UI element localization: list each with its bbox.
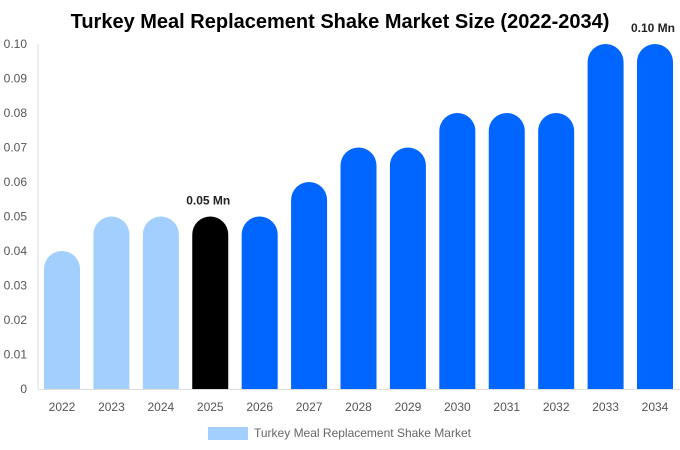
- x-tick-label: 2028: [345, 400, 372, 414]
- x-tick-label: 2022: [49, 400, 76, 414]
- x-tick-label: 2033: [592, 400, 619, 414]
- bar-2022: [44, 251, 80, 389]
- x-tick-label: 2024: [147, 400, 174, 414]
- bar-2024: [142, 216, 179, 389]
- legend-label: Turkey Meal Replacement Shake Market: [254, 426, 472, 440]
- bar-2029: [389, 147, 426, 389]
- bar-2031: [488, 113, 525, 389]
- x-tick-label: 2032: [543, 400, 570, 414]
- x-tick-label: 2030: [444, 400, 471, 414]
- legend-swatch: [208, 427, 248, 440]
- x-tick-label: 2031: [493, 400, 520, 414]
- data-label: 0.05 Mn: [186, 194, 230, 208]
- bar-2028: [340, 147, 377, 389]
- y-tick-label: 0.05: [4, 210, 28, 224]
- bar-2033: [587, 44, 624, 389]
- x-tick-label: 2023: [98, 400, 125, 414]
- y-tick-label: 0.07: [4, 141, 28, 155]
- x-tick-label: 2029: [395, 400, 422, 414]
- bar-2025: [192, 216, 229, 389]
- y-tick-label: 0.10: [4, 37, 28, 51]
- bar-2030: [439, 113, 476, 389]
- x-tick-label: 2026: [246, 400, 273, 414]
- x-tick-label: 2025: [197, 400, 224, 414]
- y-tick-label: 0.03: [4, 279, 28, 293]
- bar-2034: [637, 44, 673, 389]
- bar-2026: [241, 216, 278, 389]
- x-tick-label: 2027: [296, 400, 323, 414]
- y-tick-label: 0.04: [4, 244, 28, 258]
- y-tick-label: 0.06: [4, 175, 28, 189]
- data-label: 0.10 Mn: [631, 21, 675, 35]
- y-tick-label: 0.02: [4, 313, 28, 327]
- x-tick-label: 2034: [642, 400, 669, 414]
- y-tick-label: 0.08: [4, 106, 28, 120]
- y-tick-label: 0: [20, 382, 27, 396]
- bar-2032: [538, 113, 575, 389]
- y-tick-label: 0.01: [4, 348, 28, 362]
- bar-2023: [93, 216, 130, 389]
- y-tick-label: 0.09: [4, 72, 28, 86]
- bar-2027: [291, 182, 328, 389]
- chart-title: Turkey Meal Replacement Shake Market Siz…: [71, 11, 610, 33]
